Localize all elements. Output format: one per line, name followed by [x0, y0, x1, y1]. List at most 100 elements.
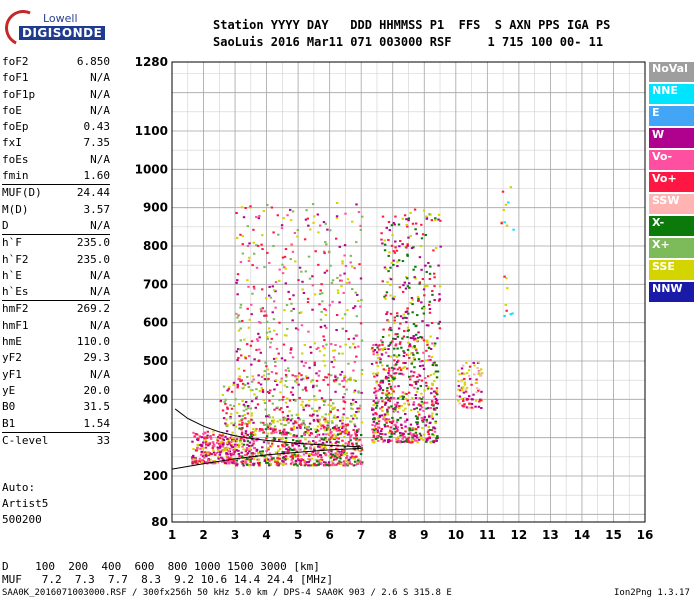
echo-point	[252, 378, 255, 381]
echo-point	[373, 387, 377, 390]
echo-point	[260, 243, 263, 246]
echo-point	[326, 424, 329, 427]
echo-point	[212, 451, 216, 454]
param-value: 7.35	[83, 136, 111, 150]
echo-point	[199, 447, 202, 450]
echo-point	[307, 464, 310, 467]
param-key: h`F2	[2, 252, 29, 266]
echo-point	[272, 244, 275, 247]
echo-point	[286, 457, 289, 460]
echo-point	[269, 296, 273, 299]
echo-point	[224, 422, 227, 425]
echo-point	[219, 441, 223, 444]
echo-point	[386, 281, 389, 284]
echo-point	[226, 423, 229, 426]
echo-point	[265, 435, 269, 438]
echo-point	[212, 430, 215, 433]
echo-point	[335, 437, 339, 440]
echo-point	[338, 429, 341, 432]
echo-point	[410, 384, 414, 387]
echo-point	[429, 441, 433, 444]
echo-point	[291, 210, 295, 213]
echo-point	[259, 321, 262, 324]
echo-point	[236, 439, 239, 442]
echo-point	[470, 402, 474, 405]
echo-point	[305, 209, 308, 212]
echo-point	[218, 446, 222, 449]
echo-point	[330, 404, 333, 407]
echo-point	[349, 379, 352, 382]
echo-point	[350, 463, 354, 466]
echo-point	[341, 430, 344, 433]
echo-point	[326, 427, 330, 430]
echo-point	[198, 457, 202, 460]
echo-point	[252, 252, 256, 255]
echo-point	[332, 349, 335, 352]
echo-point	[329, 441, 332, 444]
echo-point	[334, 442, 337, 445]
echo-point	[263, 310, 266, 313]
echo-point	[392, 410, 395, 413]
echo-point	[458, 402, 461, 405]
echo-point	[263, 458, 267, 461]
echo-point	[343, 244, 347, 247]
echo-point	[274, 428, 277, 431]
echo-point	[349, 261, 352, 264]
echo-point	[316, 445, 320, 448]
echo-point	[273, 437, 277, 440]
echo-point	[219, 445, 222, 448]
echo-point	[308, 459, 312, 462]
echo-point	[394, 240, 397, 243]
echo-point	[391, 340, 394, 343]
echo-point	[424, 234, 427, 237]
echo-point	[437, 218, 440, 221]
echo-point	[434, 219, 437, 222]
echo-point	[295, 453, 299, 456]
echo-point	[353, 437, 356, 440]
echo-point	[225, 412, 228, 415]
echo-point	[380, 407, 383, 410]
echo-point	[251, 452, 254, 455]
echo-point	[249, 448, 253, 451]
echo-point	[315, 398, 318, 401]
echo-point	[242, 403, 246, 406]
echo-point	[426, 375, 430, 378]
echo-point	[241, 414, 244, 417]
echo-point	[296, 464, 299, 467]
echo-point	[386, 441, 390, 444]
echo-point	[250, 380, 254, 383]
echo-point	[252, 430, 256, 433]
x-tick-label: 3	[231, 528, 239, 542]
param-key: foF1	[2, 71, 29, 85]
echo-point	[252, 228, 255, 231]
echo-point	[417, 358, 421, 361]
echo-point	[407, 436, 410, 439]
echo-point	[336, 276, 339, 279]
echo-point	[203, 436, 206, 439]
echo-point	[418, 413, 421, 416]
echo-point	[352, 342, 355, 345]
echo-point	[331, 434, 334, 437]
echo-point	[387, 238, 390, 241]
echo-point	[475, 387, 479, 390]
echo-point	[336, 289, 340, 292]
echo-point	[417, 297, 420, 300]
echo-point	[260, 387, 264, 390]
echo-point	[405, 392, 408, 395]
echo-point	[221, 445, 225, 448]
echo-point	[298, 372, 301, 375]
echo-point	[249, 205, 252, 208]
echo-point	[273, 439, 276, 442]
echo-point	[287, 431, 290, 434]
echo-point	[388, 334, 391, 337]
echo-point	[204, 446, 208, 449]
echo-point	[381, 389, 385, 392]
y-tick-label: 600	[143, 316, 168, 330]
echo-point	[350, 414, 353, 417]
echo-point	[239, 303, 243, 306]
echo-point	[284, 369, 287, 372]
echo-point	[430, 219, 434, 222]
echo-point	[419, 384, 423, 387]
echo-point	[393, 410, 397, 413]
echo-point	[327, 461, 331, 464]
